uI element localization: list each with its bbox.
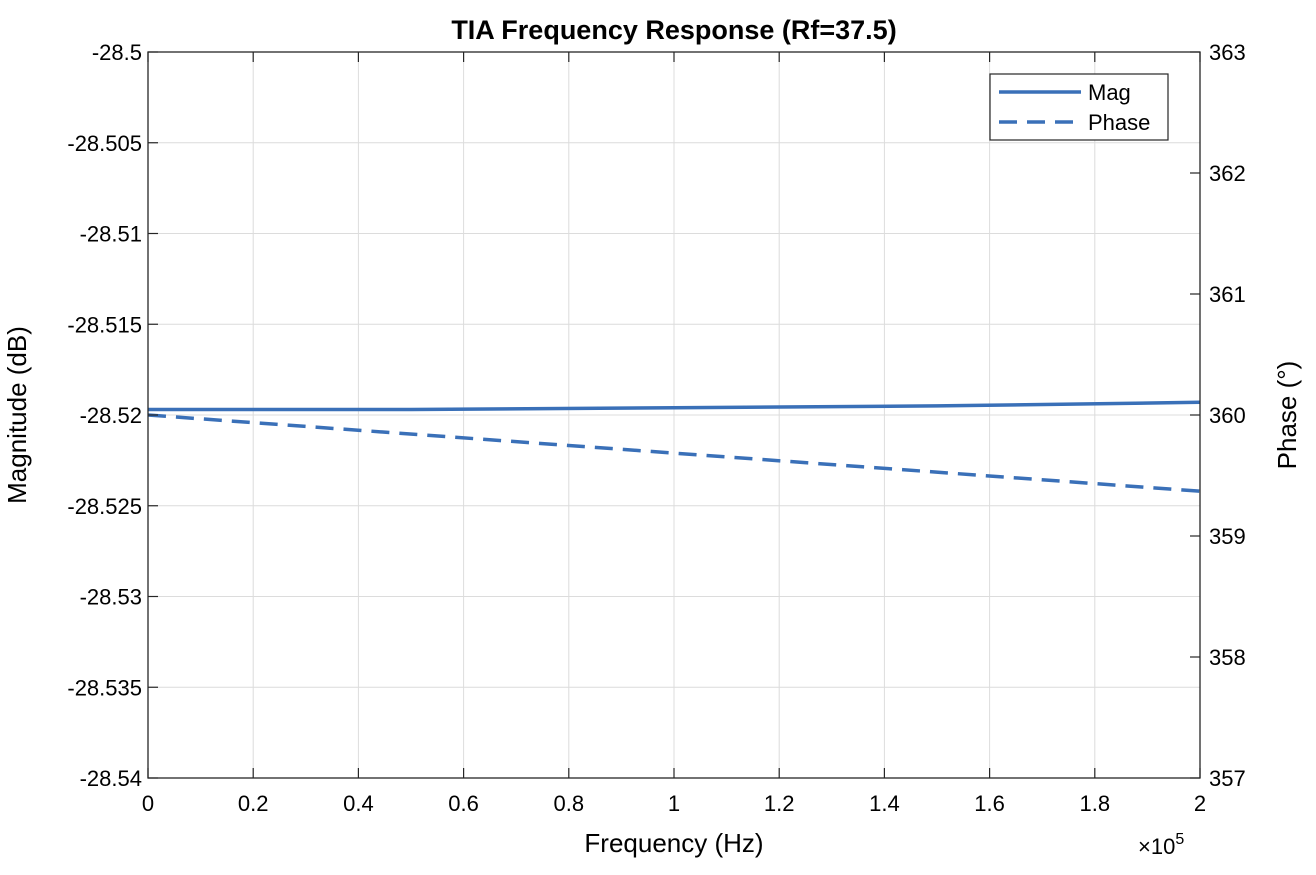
x-axis-exponent-power: 5 [1175,831,1184,848]
legend: Mag Phase [989,73,1169,141]
y-left-axis-title: Magnitude (dB) [2,326,32,504]
y-left-tick-label: -28.515 [67,312,142,337]
legend-box [989,73,1169,141]
series-layer [147,400,1201,493]
x-tick-label: 1.4 [869,791,900,816]
x-tick-label: 0.4 [343,791,374,816]
x-axis-exponent-base: ×10 [1138,834,1175,859]
x-tick-label: 0 [142,791,154,816]
series-line-phase [147,413,1201,493]
y-right-tick-label: 358 [1209,645,1246,670]
y-left-tick-label: -28.53 [80,585,142,610]
y-left-tick-label: -28.5 [92,40,142,65]
x-tick-label: 0.2 [238,791,269,816]
y-left-tick-label: -28.51 [80,222,142,247]
x-tick-label: 0.8 [554,791,585,816]
y-right-tick-label: 360 [1209,403,1246,428]
y-left-tick-label: -28.54 [80,766,142,791]
legend-label-phase: Phase [1088,110,1150,135]
series-line-mag [148,400,1201,412]
legend-label-mag: Mag [1088,80,1131,105]
x-tick-label: 1 [668,791,680,816]
y-left-tick-label: -28.535 [67,675,142,700]
y-right-tick-label: 357 [1209,766,1246,791]
x-tick-label: 2 [1194,791,1206,816]
y-left-tick-label: -28.52 [80,403,142,428]
y-right-tick-label: 359 [1209,524,1246,549]
x-tick-label: 1.6 [974,791,1005,816]
y-right-tick-label: 361 [1209,282,1246,307]
x-tick-label: 1.8 [1080,791,1111,816]
chart-title: TIA Frequency Response (Rf=37.5) [451,15,896,45]
y-right-axis-title: Phase (°) [1272,361,1302,470]
grid [147,51,1201,779]
y-right-tick-label: 362 [1209,161,1246,186]
ticks: 0 0.2 0.4 0.6 0.8 1 1.2 1.4 1.6 1.8 2 -28.5 -28.505 -… [67,40,1245,816]
y-right-tick-label: 363 [1209,40,1246,65]
x-axis-exponent: ×105 [1138,831,1184,859]
x-tick-label: 1.2 [764,791,795,816]
y-left-tick-label: -28.525 [67,494,142,519]
x-axis-title: Frequency (Hz) [584,828,763,858]
y-left-tick-label: -28.505 [67,131,142,156]
x-tick-label: 0.6 [448,791,479,816]
